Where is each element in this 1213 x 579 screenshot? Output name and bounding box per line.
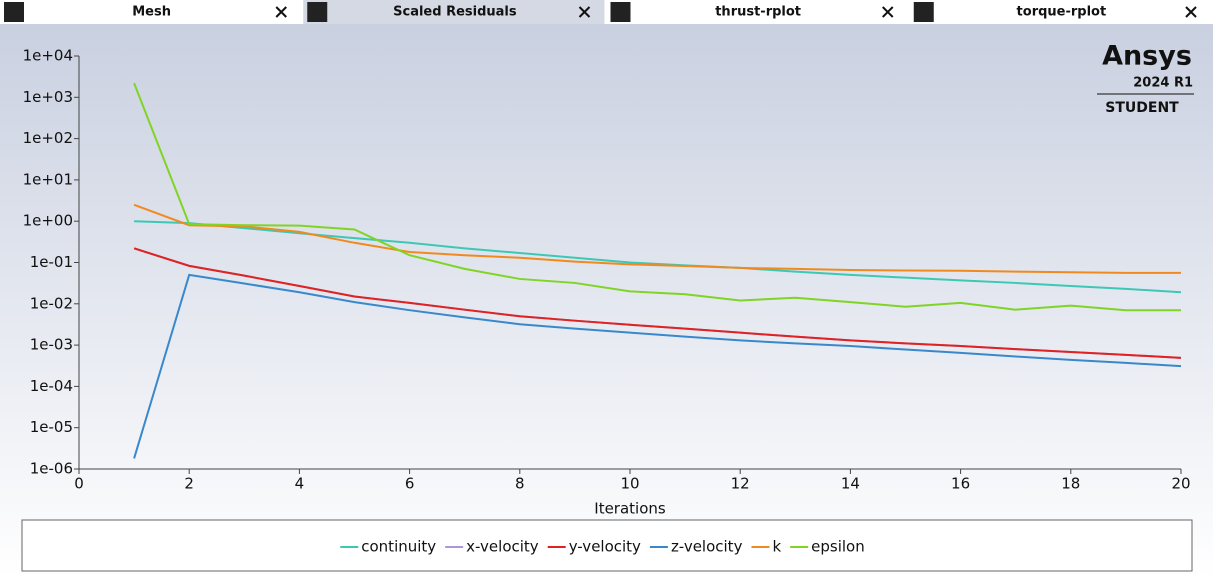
x-tick-label: 0 (74, 475, 84, 493)
y-tick-label: 1e-03 (30, 336, 73, 354)
x-tick-label: 16 (951, 475, 970, 493)
tab-icon (4, 2, 24, 22)
tab[interactable] (909, 0, 1211, 24)
tab[interactable] (303, 0, 605, 24)
tab-icon (610, 2, 631, 22)
tab-close[interactable] (275, 6, 287, 18)
tab-close[interactable] (1185, 6, 1197, 18)
y-tick-label: 1e-05 (30, 418, 73, 436)
tab-icon (307, 2, 328, 22)
x-tick-label: 8 (515, 475, 525, 493)
tab-label[interactable]: Scaled Residuals (393, 5, 517, 20)
legend-label: epsilon (811, 538, 865, 556)
plot-background (0, 24, 1213, 579)
tab-label[interactable]: thrust-rplot (715, 5, 801, 20)
legend-label: y-velocity (569, 538, 641, 556)
x-tick-label: 2 (184, 475, 194, 493)
y-tick-label: 1e-01 (30, 253, 73, 271)
x-tick-label: 4 (295, 475, 305, 493)
tab[interactable] (0, 0, 302, 24)
x-tick-label: 18 (1061, 475, 1080, 493)
logo-brand: Ansys (1102, 41, 1192, 72)
y-tick-label: 1e+00 (23, 212, 73, 230)
x-tick-label: 6 (405, 475, 415, 493)
series-line (133, 82, 1181, 312)
tab[interactable] (606, 0, 908, 24)
series-line (133, 247, 1182, 359)
x-tick-label: 12 (731, 475, 750, 493)
series-line (133, 273, 1182, 459)
x-axis-label: Iterations (594, 500, 666, 518)
logo-edition: STUDENT (1105, 100, 1179, 116)
tab-bar: Mesh Scaled Residuals thrust-rplot torque-r… (0, 0, 1211, 24)
y-tick-label: 1e+04 (23, 47, 73, 65)
tab-close[interactable] (882, 6, 894, 18)
y-tick-label: 1e-06 (30, 460, 73, 478)
y-tick-label: 1e-02 (30, 294, 73, 312)
tab-label[interactable]: torque-rplot (1017, 5, 1107, 20)
x-tick-label: 14 (841, 475, 860, 493)
x-tick-label: 20 (1171, 475, 1190, 493)
y-tick-label: 1e+02 (23, 129, 73, 147)
series-line (133, 203, 1181, 274)
legend-label: k (772, 538, 781, 556)
legend-label: continuity (361, 538, 436, 556)
y-tick-label: 1e+03 (23, 88, 73, 106)
tab-icon (913, 2, 934, 22)
x-tick-label: 10 (620, 475, 639, 493)
y-tick-label: 1e+01 (23, 170, 73, 188)
tab-label[interactable]: Mesh (132, 5, 171, 20)
y-tick-label: 1e-04 (30, 377, 73, 395)
legend-box (21, 519, 1193, 572)
legend-label: z-velocity (671, 538, 743, 556)
tab-close[interactable] (578, 6, 591, 18)
legend-label: x-velocity (466, 538, 539, 556)
logo-version: 2024 R1 (1133, 76, 1193, 91)
